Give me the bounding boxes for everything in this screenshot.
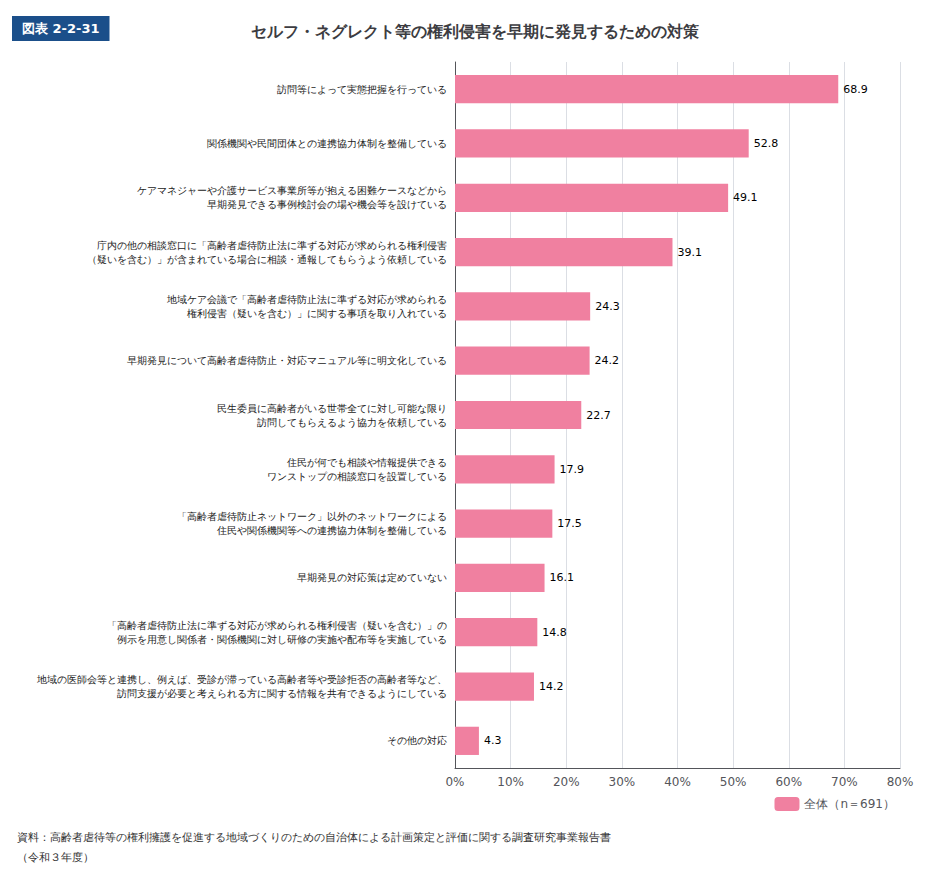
svg-text:（令和３年度）: （令和３年度） [17, 851, 94, 864]
svg-text:民生委員に高齢者がいる世帯全てに対し可能な限り: 民生委員に高齢者がいる世帯全てに対し可能な限り [217, 403, 447, 414]
svg-text:68.9: 68.9 [843, 83, 868, 96]
svg-text:住民が何でも相談や情報提供できる: 住民が何でも相談や情報提供できる [287, 457, 447, 468]
svg-text:地域の医師会等と連携し、例えば、受診が滞っている高齢者等や受: 地域の医師会等と連携し、例えば、受診が滞っている高齢者等や受診拒否の高齢者等など… [36, 674, 447, 685]
svg-text:権利侵害（疑いを含む）」に関する事項を取り入れている: 権利侵害（疑いを含む）」に関する事項を取り入れている [187, 308, 447, 319]
svg-text:例示を用意し関係者・関係機関に対し研修の実施や配布等を実施し: 例示を用意し関係者・関係機関に対し研修の実施や配布等を実施している [117, 634, 447, 645]
svg-text:4.3: 4.3 [484, 734, 502, 747]
svg-text:30%: 30% [609, 775, 636, 789]
svg-text:14.2: 14.2 [539, 680, 564, 693]
svg-text:早期発見できる事例検討会の場や機会等を設けている: 早期発見できる事例検討会の場や機会等を設けている [207, 199, 447, 210]
svg-text:40%: 40% [664, 775, 691, 789]
svg-text:訪問等によって実態把握を行っている: 訪問等によって実態把握を行っている [277, 84, 447, 95]
svg-text:地域ケア会議で「高齢者虐待防止法に準ずる対応が求められる: 地域ケア会議で「高齢者虐待防止法に準ずる対応が求められる [166, 294, 447, 306]
svg-text:訪問してもらえるよう協力を依頼している: 訪問してもらえるよう協力を依頼している [257, 417, 447, 428]
svg-text:「高齢者虐待防止法に準ずる対応が求められる権利侵害（疑いを含: 「高齢者虐待防止法に準ずる対応が求められる権利侵害（疑いを含む）」の [107, 620, 447, 632]
svg-text:早期発見について高齢者虐待防止・対応マニュアル等に明文化して: 早期発見について高齢者虐待防止・対応マニュアル等に明文化している [127, 355, 447, 366]
svg-text:その他の対応: その他の対応 [387, 735, 447, 746]
svg-text:17.9: 17.9 [560, 463, 585, 476]
svg-text:10%: 10% [497, 775, 524, 789]
svg-text:52.8: 52.8 [754, 137, 779, 150]
svg-text:0%: 0% [445, 775, 464, 789]
svg-text:16.1: 16.1 [550, 571, 575, 584]
svg-text:49.1: 49.1 [733, 191, 758, 204]
svg-text:図表 2-2-31: 図表 2-2-31 [22, 21, 100, 36]
svg-text:22.7: 22.7 [586, 409, 611, 422]
svg-text:70%: 70% [831, 775, 858, 789]
svg-text:訪問支援が必要と考えられる方に関する情報を共有できるようにし: 訪問支援が必要と考えられる方に関する情報を共有できるようにしている [117, 688, 447, 699]
svg-text:資料：高齢者虐待等の権利擁護を促進する地域づくりのための自治: 資料：高齢者虐待等の権利擁護を促進する地域づくりのための自治体による計画策定と評… [17, 831, 611, 844]
svg-text:早期発見の対応策は定めていない: 早期発見の対応策は定めていない [297, 572, 447, 583]
svg-text:ケアマネジャーや介護サービス事業所等が抱える困難ケースなどか: ケアマネジャーや介護サービス事業所等が抱える困難ケースなどから [137, 185, 447, 196]
svg-text:50%: 50% [720, 775, 747, 789]
svg-text:39.1: 39.1 [677, 246, 702, 259]
svg-text:「高齢者虐待防止ネットワーク」以外のネットワークによる: 「高齢者虐待防止ネットワーク」以外のネットワークによる [177, 511, 447, 522]
svg-text:庁内の他の相談窓口に「高齢者虐待防止法に準ずる対応が求められ: 庁内の他の相談窓口に「高齢者虐待防止法に準ずる対応が求められる権利侵害 [97, 240, 447, 252]
svg-text:全体（n＝691）: 全体（n＝691） [804, 797, 895, 811]
svg-text:関係機関や民間団体との連携協力体制を整備している: 関係機関や民間団体との連携協力体制を整備している [207, 138, 447, 149]
svg-text:住民や関係機関等への連携協力体制を整備している: 住民や関係機関等への連携協力体制を整備している [217, 525, 447, 536]
svg-text:ワンストップの相談窓口を設置している: ワンストップの相談窓口を設置している [267, 471, 447, 482]
svg-text:20%: 20% [553, 775, 580, 789]
svg-text:80%: 80% [887, 775, 914, 789]
svg-text:セルフ・ネグレクト等の権利侵害を早期に発見するための対策: セルフ・ネグレクト等の権利侵害を早期に発見するための対策 [251, 22, 699, 41]
svg-text:24.3: 24.3 [595, 300, 620, 313]
svg-text:14.8: 14.8 [542, 626, 567, 639]
svg-text:17.5: 17.5 [557, 517, 582, 530]
svg-text:60%: 60% [775, 775, 802, 789]
svg-text:（疑いを含む）」が含まれている場合に相談・通報してもらうよう: （疑いを含む）」が含まれている場合に相談・通報してもらうよう依頼している [87, 254, 447, 265]
svg-text:24.2: 24.2 [595, 354, 620, 367]
